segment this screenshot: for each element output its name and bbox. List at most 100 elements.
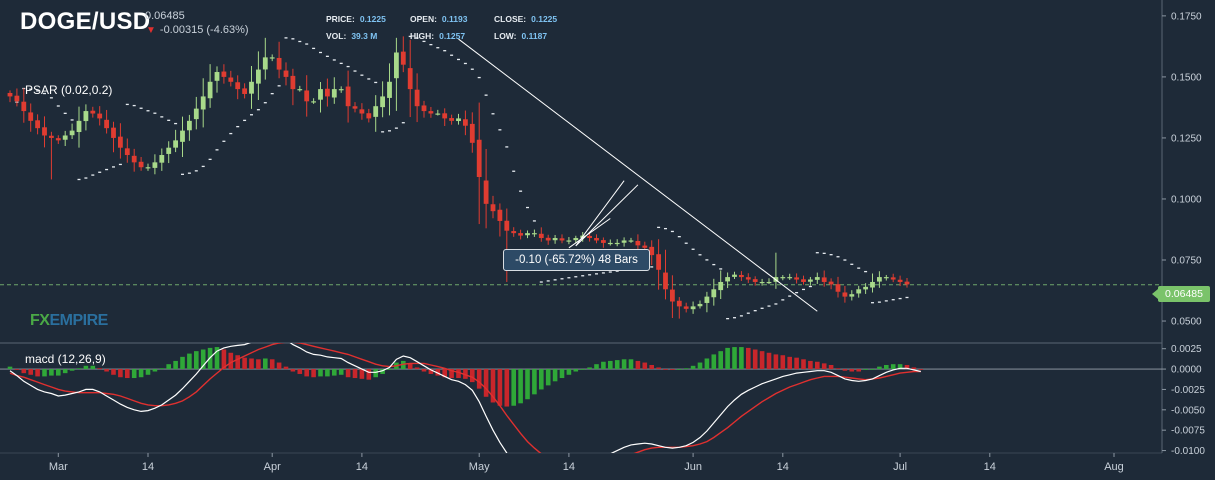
ohlc-open: OPEN: 0.1193 <box>410 14 468 24</box>
candle-body <box>683 306 689 309</box>
psar-dot <box>753 310 757 312</box>
macd-histogram-bar <box>545 369 551 386</box>
psar-dot <box>319 51 322 54</box>
macd-histogram-bar <box>497 369 503 406</box>
psar-dot <box>339 62 343 65</box>
macd-histogram-bar <box>504 369 510 407</box>
macd-histogram-bar <box>759 351 765 370</box>
macd-histogram-bar <box>145 369 151 375</box>
grid <box>0 0 1163 454</box>
macd-histogram-bar <box>228 352 234 370</box>
candle-body <box>173 140 178 148</box>
psar-dot <box>394 127 398 129</box>
candle-body <box>483 180 489 204</box>
psar-dot <box>546 280 550 282</box>
macd-histogram-bar <box>414 367 420 370</box>
candle-body <box>559 238 565 241</box>
macd-histogram-bar <box>863 369 868 370</box>
psar-dot <box>905 296 909 299</box>
macd-histogram-bar <box>332 369 337 376</box>
macd-histogram-bar <box>808 360 813 370</box>
psar-dot <box>98 171 102 173</box>
macd-histogram-bar <box>373 369 378 378</box>
psar-dot <box>291 38 295 40</box>
macd-lines <box>9 343 921 453</box>
macd-histogram-bar <box>918 369 924 370</box>
candle-body <box>663 272 668 290</box>
macd-histogram-bar <box>352 369 358 379</box>
candle-body <box>166 147 172 154</box>
candle-body <box>497 209 503 221</box>
macd-tick-label: -0.0075 <box>1171 426 1205 437</box>
psar-dot <box>443 50 447 52</box>
candle-body <box>463 119 468 126</box>
candles <box>7 36 910 319</box>
last-price-tag: 0.06485 <box>1152 286 1210 302</box>
candle-body <box>83 111 89 122</box>
macd-histogram-bar <box>470 369 475 383</box>
macd-histogram-bar <box>235 355 240 370</box>
candle-body <box>821 277 827 282</box>
candle-body <box>235 82 241 90</box>
macd-histogram-bar <box>138 369 144 378</box>
candle-body <box>7 92 13 97</box>
macd-histogram-bar <box>683 368 689 370</box>
macd-histogram-bar <box>318 369 323 377</box>
candle-body <box>118 136 123 148</box>
candle-body <box>304 90 310 102</box>
candle-body <box>35 120 40 129</box>
macd-histogram-bar <box>338 369 344 375</box>
psar-dot <box>346 65 350 68</box>
macd-histogram-bar <box>69 369 75 371</box>
signal-line <box>9 343 921 453</box>
candle-body <box>49 135 54 138</box>
macd-histogram-bar <box>794 357 799 370</box>
candle-body <box>352 106 358 109</box>
time-tick-label: Apr <box>264 461 281 473</box>
price-change: ▼ -0.00315 (-4.63%) <box>146 24 249 36</box>
macd-histogram-bar <box>214 347 220 370</box>
price-tick-label: 0.1250 <box>1171 133 1202 144</box>
candle-body <box>131 155 137 163</box>
candle-body <box>394 52 399 79</box>
psar-dot <box>298 40 302 43</box>
candle-body <box>138 161 144 168</box>
candle-body <box>193 108 199 120</box>
macd-histogram-bar <box>539 369 544 390</box>
symbol-title: DOGE/USD <box>20 8 151 35</box>
candle-body <box>249 81 254 94</box>
psar-dot <box>77 178 81 181</box>
macd-histogram-bar <box>697 362 703 370</box>
psar-dot <box>657 226 661 229</box>
candle-body <box>787 277 793 279</box>
psar-dot <box>160 116 164 118</box>
macd-histogram-bar <box>608 360 613 370</box>
macd-histogram-bar <box>28 369 33 375</box>
psar-dot <box>595 273 598 275</box>
macd-histogram-bar <box>311 369 316 378</box>
macd-histogram-bar <box>304 369 309 377</box>
candle-body <box>145 167 151 169</box>
candle-body <box>573 238 579 241</box>
macd-histogram-bar <box>283 366 289 370</box>
time-tick-label: 14 <box>984 461 996 473</box>
candle-body <box>649 246 655 256</box>
candle-body <box>104 119 109 129</box>
psar-dot <box>194 170 198 172</box>
psar-dot <box>270 92 274 95</box>
macd-histogram-bar <box>456 369 461 379</box>
candle-body <box>732 274 737 277</box>
psar-dot <box>63 112 67 114</box>
candle-body <box>124 148 130 156</box>
candle-body <box>338 89 344 91</box>
time-tick-label: 14 <box>356 461 368 473</box>
psar-dot <box>436 47 440 49</box>
candle-body <box>863 286 868 290</box>
macd-histogram-bar <box>173 360 178 370</box>
candle-body <box>152 162 158 168</box>
macd-histogram-bar <box>842 369 848 371</box>
candle-body <box>870 281 875 288</box>
psar-dot <box>470 68 474 70</box>
psar-dot <box>463 62 467 65</box>
